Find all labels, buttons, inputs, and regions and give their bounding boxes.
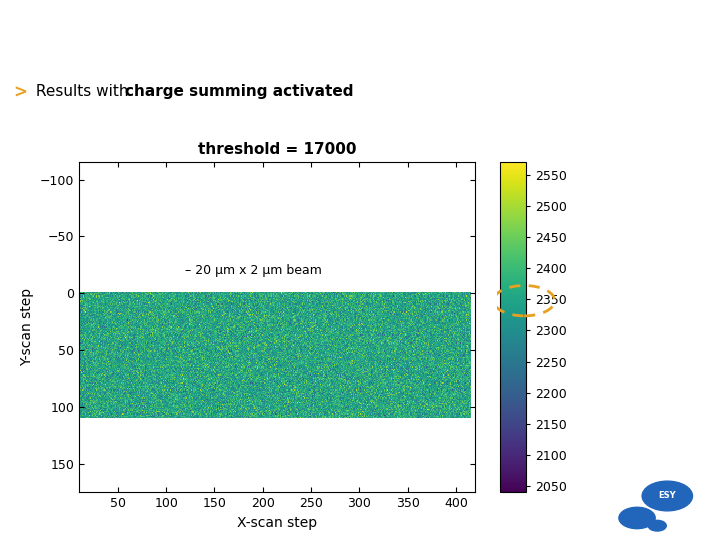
Text: ESY: ESY — [659, 491, 676, 501]
Text: charge summing activated: charge summing activated — [125, 84, 353, 99]
Circle shape — [642, 481, 693, 511]
X-axis label: X-scan step: X-scan step — [237, 516, 318, 530]
Circle shape — [648, 521, 666, 531]
Text: – 20 μm x 2 μm beam: – 20 μm x 2 μm beam — [186, 264, 323, 277]
Circle shape — [619, 507, 655, 529]
Y-axis label: Y-scan step: Y-scan step — [20, 288, 35, 367]
Text: >: > — [13, 84, 27, 102]
Text: Beam scan test (CdTe) – charge summing activated: Beam scan test (CdTe) – charge summing a… — [11, 21, 612, 41]
Title: threshold = 17000: threshold = 17000 — [198, 142, 356, 157]
Text: Results with: Results with — [31, 84, 133, 99]
